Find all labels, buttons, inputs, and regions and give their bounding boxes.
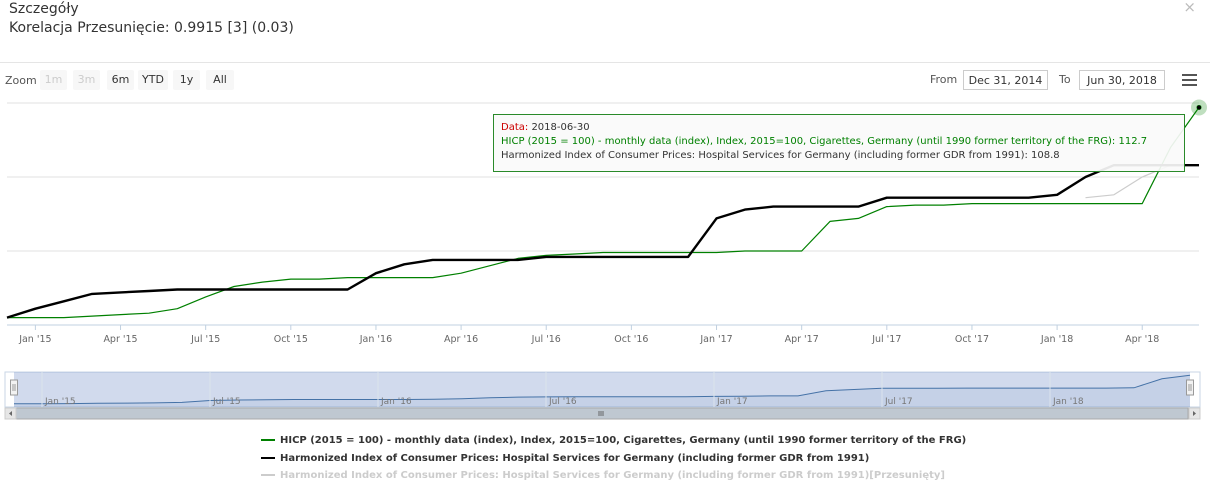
navigator-tick-label: Jul '15	[212, 397, 241, 407]
dialog-header: Szczegóły Korelacja Przesunięcie: 0.9915…	[0, 0, 1210, 63]
scrollbar-thumb[interactable]	[15, 407, 1189, 420]
navigator-tick-label: Jan '15	[44, 397, 76, 407]
to-label: To	[1059, 73, 1071, 86]
x-tick-label: Jan '16	[359, 334, 392, 345]
x-tick-label: Apr '15	[103, 334, 137, 345]
navigator-area	[14, 375, 1190, 407]
x-tick-label: Apr '17	[785, 334, 819, 345]
legend-item-shifted[interactable]: Harmonized Index of Consumer Prices: Hos…	[261, 470, 945, 481]
correlation-subtitle: Korelacja Przesunięcie: 0.9915 [3] (0.03…	[9, 20, 294, 36]
zoom-1m-button[interactable]: 1m	[40, 70, 67, 90]
navigator-tick-label: Jan '16	[380, 397, 412, 407]
tooltip-date-value: 2018-06-30	[531, 122, 590, 133]
from-date-input[interactable]: Dec 31, 2014	[963, 70, 1048, 90]
close-icon[interactable]: ×	[1183, 0, 1196, 16]
arrow-left-icon	[9, 411, 12, 416]
series-line-cigarettes	[7, 107, 1200, 319]
to-date-input[interactable]: Jun 30, 2018	[1079, 70, 1165, 90]
dialog-title: Szczegóły	[9, 1, 79, 17]
navigator-tick-label: Jan '17	[716, 397, 748, 407]
x-tick-label: Jan '15	[18, 334, 51, 345]
zoom-3m-button[interactable]: 3m	[73, 70, 100, 90]
x-tick-label: Jul '17	[871, 334, 901, 345]
x-tick-label: Jan '17	[699, 334, 732, 345]
tooltip: Data: 2018-06-30 HICP (2015 = 100) - mon…	[493, 114, 1185, 172]
tooltip-series-1: HICP (2015 = 100) - monthly data (index)…	[501, 136, 1148, 147]
zoom-ytd-button[interactable]: YTD	[138, 70, 168, 90]
x-tick-label: Jan '18	[1040, 334, 1073, 345]
navigator-tick-label: Jul '16	[548, 397, 577, 407]
arrow-right-icon	[1193, 411, 1196, 416]
legend-item-cigarettes[interactable]: HICP (2015 = 100) - monthly data (index)…	[261, 435, 966, 446]
zoom-1y-button[interactable]: 1y	[173, 70, 200, 90]
zoom-all-button[interactable]: All	[206, 70, 234, 90]
navigator-tick-label: Jul '17	[884, 397, 913, 407]
x-tick-label: Apr '16	[444, 334, 478, 345]
tooltip-date-label: Data:	[501, 122, 529, 133]
x-tick-label: Oct '17	[955, 334, 989, 345]
zoom-6m-button[interactable]: 6m	[107, 70, 134, 90]
hover-point-black	[1197, 105, 1201, 110]
from-label: From	[930, 73, 958, 86]
x-tick-label: Jul '16	[531, 334, 561, 345]
legend-item-hospital-services[interactable]: Harmonized Index of Consumer Prices: Hos…	[261, 453, 869, 464]
tooltip-series-2: Harmonized Index of Consumer Prices: Hos…	[501, 150, 1060, 161]
x-tick-label: Oct '16	[614, 334, 648, 345]
zoom-label: Zoom	[5, 74, 37, 87]
hamburger-menu-icon[interactable]	[1182, 74, 1197, 86]
navigator-handle-right[interactable]	[1186, 379, 1194, 396]
navigator-handle-left[interactable]	[10, 379, 18, 396]
series-line-hospital-services	[6, 164, 1199, 319]
x-tick-label: Apr '18	[1125, 334, 1159, 345]
navigator-tick-label: Jan '18	[1052, 397, 1084, 407]
x-tick-label: Oct '15	[274, 334, 308, 345]
x-tick-label: Jul '15	[190, 334, 220, 345]
